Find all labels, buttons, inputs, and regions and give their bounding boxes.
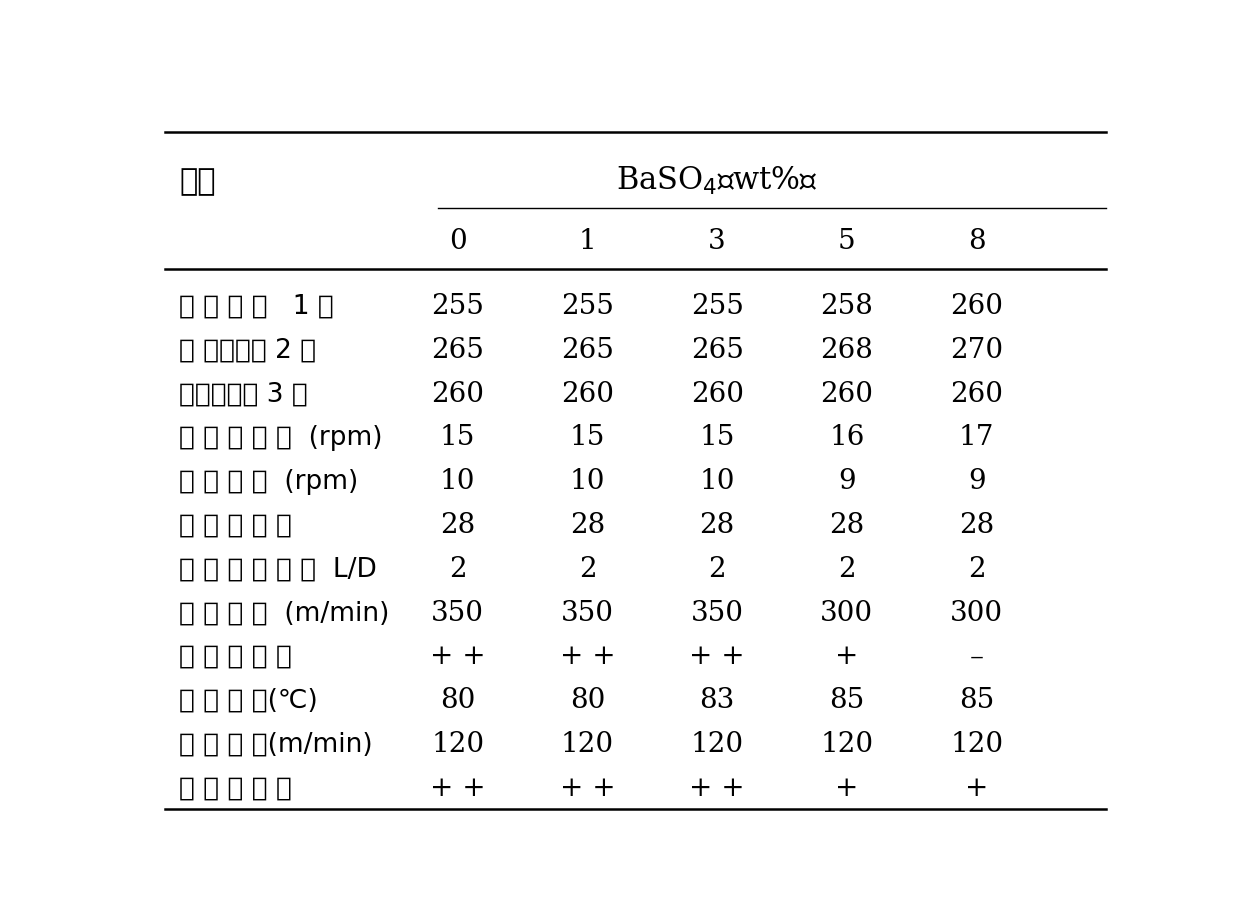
Text: + +: + + bbox=[689, 774, 745, 801]
Text: 15: 15 bbox=[440, 424, 475, 451]
Text: BaSO$_4$（wt%）: BaSO$_4$（wt%） bbox=[616, 165, 818, 198]
Text: 265: 265 bbox=[691, 336, 744, 364]
Text: 各 区 羺 丝   1 区: 各 区 羺 丝 1 区 bbox=[179, 293, 334, 319]
Text: 3 区: 3 区 bbox=[179, 381, 308, 407]
Text: 258: 258 bbox=[821, 292, 873, 319]
Text: + +: + + bbox=[430, 643, 486, 669]
Text: 16: 16 bbox=[830, 424, 864, 451]
Text: 2: 2 bbox=[968, 556, 986, 582]
Text: 10: 10 bbox=[569, 468, 605, 494]
Text: 255: 255 bbox=[691, 292, 744, 319]
Text: 120: 120 bbox=[821, 731, 873, 758]
Text: 85: 85 bbox=[959, 686, 994, 713]
Text: 拉 伸 速 度(m/min): 拉 伸 速 度(m/min) bbox=[179, 731, 373, 757]
Text: 羺 丝 稳 定 性: 羺 丝 稳 定 性 bbox=[179, 643, 291, 669]
Text: 9: 9 bbox=[968, 468, 986, 494]
Text: 3: 3 bbox=[708, 228, 725, 255]
Text: 卷 绕 速 度  (m/min): 卷 绕 速 度 (m/min) bbox=[179, 600, 389, 625]
Text: 120: 120 bbox=[560, 731, 614, 758]
Text: + +: + + bbox=[559, 774, 615, 801]
Text: + +: + + bbox=[430, 774, 486, 801]
Text: 260: 260 bbox=[821, 381, 873, 407]
Text: +: + bbox=[836, 643, 858, 669]
Text: 0: 0 bbox=[449, 228, 466, 255]
Text: 28: 28 bbox=[440, 511, 475, 538]
Text: 8: 8 bbox=[968, 228, 986, 255]
Text: 9: 9 bbox=[838, 468, 856, 494]
Text: 120: 120 bbox=[691, 731, 744, 758]
Text: 1: 1 bbox=[579, 228, 596, 255]
Text: 268: 268 bbox=[821, 336, 873, 364]
Text: 样品: 样品 bbox=[179, 167, 216, 196]
Text: 螺 杆 转 速  (rpm): 螺 杆 转 速 (rpm) bbox=[179, 468, 358, 494]
Text: 28: 28 bbox=[959, 511, 994, 538]
Text: 2: 2 bbox=[579, 556, 596, 582]
Text: 80: 80 bbox=[569, 686, 605, 713]
Text: 350: 350 bbox=[432, 599, 484, 626]
Text: 85: 85 bbox=[830, 686, 864, 713]
Text: 10: 10 bbox=[440, 468, 475, 494]
Text: 噴 丝 板 长 径 比  L/D: 噴 丝 板 长 径 比 L/D bbox=[179, 556, 377, 582]
Text: 28: 28 bbox=[830, 511, 864, 538]
Text: 28: 28 bbox=[699, 511, 735, 538]
Text: 28: 28 bbox=[570, 511, 605, 538]
Text: + +: + + bbox=[689, 643, 745, 669]
Text: 17: 17 bbox=[959, 424, 994, 451]
Text: 255: 255 bbox=[432, 292, 484, 319]
Text: 15: 15 bbox=[569, 424, 605, 451]
Text: 300: 300 bbox=[950, 599, 1003, 626]
Text: 260: 260 bbox=[432, 381, 484, 407]
Text: 350: 350 bbox=[691, 599, 744, 626]
Text: 120: 120 bbox=[432, 731, 485, 758]
Text: 300: 300 bbox=[821, 599, 873, 626]
Text: +: + bbox=[965, 774, 988, 801]
Text: 260: 260 bbox=[691, 381, 744, 407]
Text: 265: 265 bbox=[432, 336, 484, 364]
Text: 温 度　　　 2 区: 温 度 2 区 bbox=[179, 337, 316, 363]
Text: 83: 83 bbox=[699, 686, 735, 713]
Text: +: + bbox=[836, 774, 858, 801]
Text: 噴 丝 板 孔 数: 噴 丝 板 孔 数 bbox=[179, 512, 291, 538]
Text: 260: 260 bbox=[950, 292, 1003, 319]
Text: 260: 260 bbox=[950, 381, 1003, 407]
Text: 260: 260 bbox=[560, 381, 614, 407]
Text: 2: 2 bbox=[708, 556, 725, 582]
Text: 拉 伸 温 度(℃): 拉 伸 温 度(℃) bbox=[179, 687, 317, 713]
Text: 120: 120 bbox=[950, 731, 1003, 758]
Text: 2: 2 bbox=[838, 556, 856, 582]
Text: + +: + + bbox=[559, 643, 615, 669]
Text: 2: 2 bbox=[449, 556, 466, 582]
Text: 计 量 泵 速 度  (rpm): 计 量 泵 速 度 (rpm) bbox=[179, 425, 382, 450]
Text: 拉 伸 稳 定 性: 拉 伸 稳 定 性 bbox=[179, 775, 291, 800]
Text: 255: 255 bbox=[560, 292, 614, 319]
Text: –: – bbox=[970, 643, 983, 669]
Text: 270: 270 bbox=[950, 336, 1003, 364]
Text: 10: 10 bbox=[699, 468, 735, 494]
Text: 80: 80 bbox=[440, 686, 475, 713]
Text: 5: 5 bbox=[838, 228, 856, 255]
Text: 350: 350 bbox=[560, 599, 614, 626]
Text: 265: 265 bbox=[560, 336, 614, 364]
Text: 15: 15 bbox=[699, 424, 735, 451]
